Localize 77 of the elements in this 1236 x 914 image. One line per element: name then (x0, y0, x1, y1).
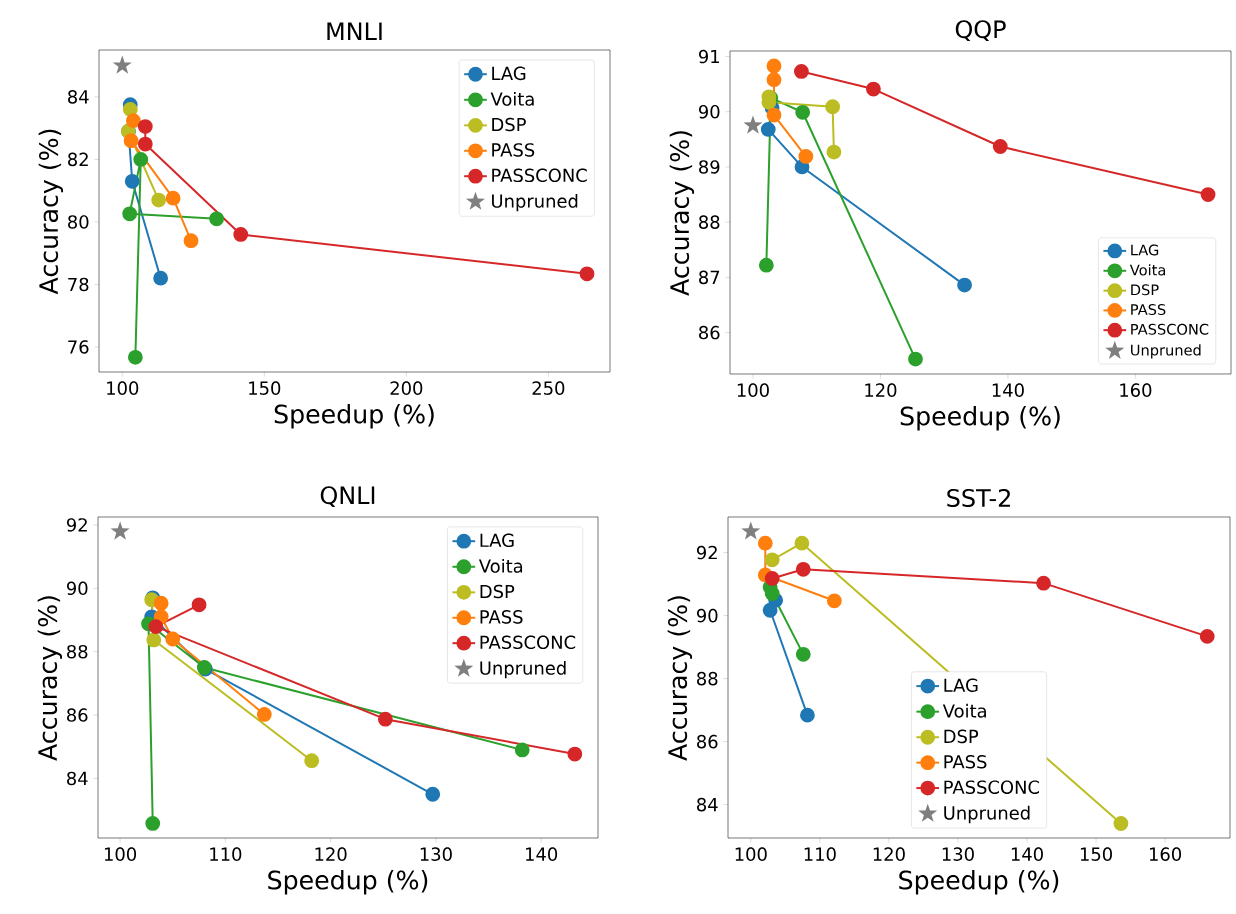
y-axis-title: Accuracy (%) (38, 129, 64, 295)
legend-label: LAG (480, 533, 514, 548)
y-tick-label: 92 (66, 518, 87, 532)
x-tick-label: 110 (210, 847, 242, 861)
y-axis-title: Accuracy (%) (669, 131, 695, 296)
y-tick-label: 90 (696, 608, 718, 623)
y-tick-label: 86 (697, 734, 718, 749)
x-tick-label: 140 (526, 847, 558, 861)
x-tick-label: 150 (1080, 847, 1112, 861)
x-tick-label: 100 (735, 847, 767, 861)
legend-label: PASSCONC (480, 635, 576, 650)
legend-label: LAG (944, 678, 978, 692)
chart-title: MNLI (327, 22, 382, 40)
y-tick-label: 90 (698, 104, 720, 119)
legend-label: Unpruned (480, 660, 566, 679)
legend-label: Unpruned (492, 193, 578, 212)
legend-label: Voita (478, 558, 523, 573)
x-axis-title: Speedup (%) (268, 870, 428, 895)
legend-label: DSP (480, 584, 515, 599)
legend-label: Voita (490, 91, 534, 106)
legend-label: PASS (480, 610, 523, 624)
legend-label: LAG (1131, 244, 1159, 256)
x-tick-label: 250 (532, 381, 565, 395)
x-tick-label: 150 (249, 381, 281, 395)
x-tick-label: 160 (1149, 847, 1182, 861)
legend-label: PASS (492, 143, 535, 157)
y-tick-label: 78 (68, 277, 89, 292)
y-tick-label: 82 (68, 152, 88, 167)
x-tick-label: 100 (107, 381, 139, 395)
x-axis-title: Speedup (%) (900, 406, 1060, 431)
x-tick-label: 130 (420, 847, 452, 861)
x-tick-label: 100 (737, 383, 769, 397)
y-tick-label: 84 (68, 90, 89, 104)
y-tick-label: 76 (68, 340, 89, 354)
y-tick-label: 86 (67, 708, 88, 722)
chart-title: QQP (955, 20, 1006, 41)
y-tick-label: 92 (696, 545, 717, 560)
x-tick-label: 100 (104, 847, 137, 861)
y-tick-label: 88 (67, 644, 88, 659)
legend-label: Unpruned (944, 805, 1030, 824)
x-tick-label: 140 (992, 383, 1024, 397)
y-tick-label: 87 (699, 270, 720, 285)
x-axis-title: Speedup (%) (274, 404, 434, 429)
y-axis-title: Accuracy (%) (37, 596, 63, 761)
x-tick-label: 120 (873, 847, 905, 861)
legend-label: PASS (944, 755, 987, 769)
y-tick-label: 84 (67, 771, 88, 786)
legend-label: DSP (944, 729, 979, 744)
y-tick-label: 88 (699, 215, 720, 229)
y-tick-label: 84 (697, 797, 718, 812)
legend-label: Voita (1129, 264, 1166, 276)
x-tick-label: 160 (1120, 383, 1152, 397)
x-tick-label: 200 (390, 381, 423, 395)
y-tick-label: 89 (699, 160, 720, 174)
legend-label: PASS (1131, 304, 1166, 316)
x-tick-label: 140 (1011, 847, 1043, 861)
legend-label: DSP (1131, 284, 1159, 296)
legend-label: LAG (492, 66, 526, 81)
x-tick-label: 110 (804, 847, 836, 861)
legend-label: DSP (492, 117, 526, 132)
legend-label: PASSCONC (1131, 323, 1209, 335)
x-tick-label: 120 (865, 383, 897, 397)
legend-label: Unpruned (1131, 344, 1201, 359)
x-tick-label: 120 (315, 847, 347, 861)
y-tick-label: 80 (68, 215, 89, 229)
chart-title: QNLI (320, 486, 375, 507)
x-tick-label: 130 (942, 847, 974, 861)
y-tick-label: 86 (699, 325, 720, 340)
chart-title: SST-2 (947, 488, 1010, 507)
y-tick-label: 88 (697, 671, 718, 686)
y-axis-title: Accuracy (%) (667, 596, 693, 761)
legend-label: PASSCONC (492, 168, 587, 183)
y-tick-label: 90 (66, 581, 88, 596)
x-axis-title: Speedup (%) (899, 870, 1059, 895)
legend-label: Voita (942, 703, 986, 718)
y-tick-label: 91 (698, 49, 719, 64)
legend-label: PASSCONC (944, 780, 1040, 794)
